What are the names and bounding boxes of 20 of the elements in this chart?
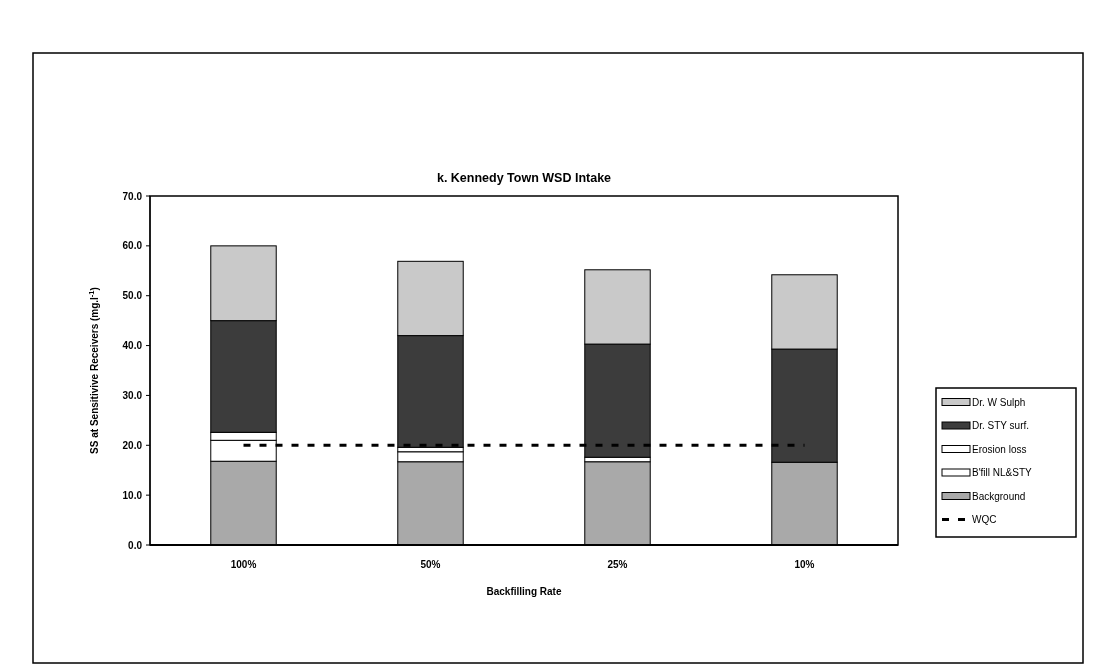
y-tick-label: 40.0 bbox=[122, 340, 143, 352]
legend-label: Erosion loss bbox=[972, 443, 1027, 455]
chart-title: k. Kennedy Town WSD Intake bbox=[436, 171, 612, 185]
legend-label: WQC bbox=[972, 514, 997, 525]
x-axis-title: Backfilling Rate bbox=[486, 586, 562, 597]
y-tick-label: 0.0 bbox=[128, 539, 143, 551]
y-tick-label: 10.0 bbox=[122, 489, 143, 501]
y-tick-label: 30.0 bbox=[122, 389, 143, 401]
y-tick-label: 50.0 bbox=[122, 290, 143, 302]
x-tick-label: 25% bbox=[607, 559, 628, 570]
y-tick-label: 20.0 bbox=[122, 439, 143, 451]
legend-label: B'fill NL&STY bbox=[972, 467, 1033, 478]
y-tick-label: 60.0 bbox=[122, 240, 143, 252]
legend-label: Dr. STY surf. bbox=[972, 420, 1030, 431]
legend-label: Background bbox=[972, 490, 1026, 502]
x-tick-label: 10% bbox=[794, 559, 815, 570]
x-tick-label: 100% bbox=[230, 559, 257, 570]
x-tick-label: 50% bbox=[420, 559, 441, 570]
y-tick-label: 70.0 bbox=[122, 190, 143, 202]
legend-label: Dr. W Sulph bbox=[972, 396, 1026, 408]
